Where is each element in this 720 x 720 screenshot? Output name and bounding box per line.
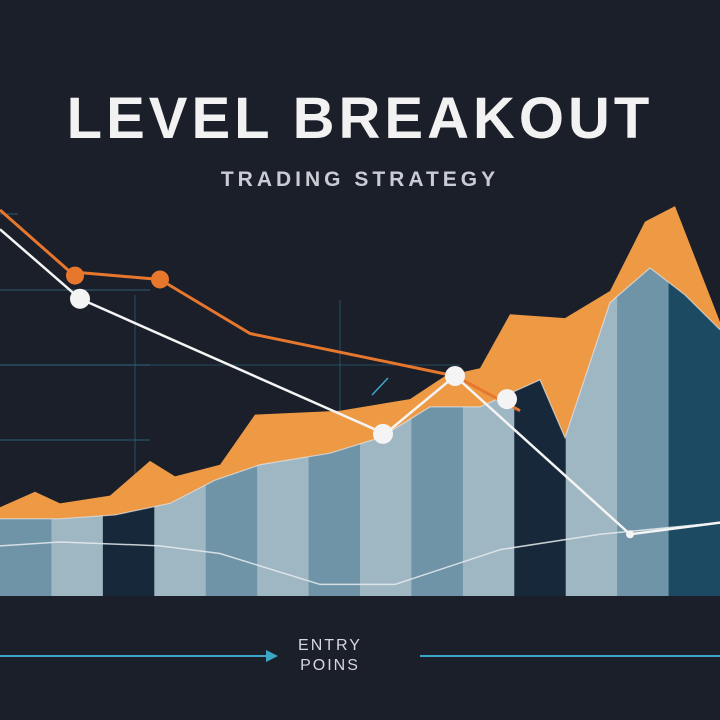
- page-title: LEVEL BREAKOUT: [66, 86, 654, 151]
- steel-band-12: [617, 267, 670, 596]
- steel-band-4: [205, 267, 258, 596]
- steel-band-5: [257, 267, 310, 596]
- area-steel-edge: [0, 267, 720, 520]
- entry-points-caption: ENTRY POINS: [260, 636, 400, 676]
- marker-0: [66, 266, 84, 285]
- caption-line-1: ENTRY: [298, 637, 362, 654]
- area-steel: [0, 267, 720, 596]
- steel-band-0: [0, 267, 52, 596]
- steel-band-1: [51, 267, 104, 596]
- steel-band-13: [668, 267, 720, 596]
- accent-spike: [371, 377, 389, 396]
- entry-arrow-icon: [266, 650, 278, 662]
- marker-4: [445, 365, 465, 386]
- page-subtitle: TRADING STRATEGY: [220, 168, 500, 191]
- line-orange: [0, 208, 521, 413]
- steel-band-2: [102, 267, 155, 596]
- chart-footer-bg: [0, 596, 720, 720]
- marker-3: [373, 423, 393, 444]
- steel-band-7: [360, 267, 412, 596]
- marker-2: [70, 288, 90, 309]
- line-lower: [0, 521, 720, 586]
- marker-5: [497, 389, 517, 410]
- marker-1: [151, 270, 169, 289]
- steel-band-3: [154, 267, 207, 596]
- line-white: [0, 228, 720, 536]
- steel-band-6: [308, 267, 361, 596]
- caption-line-2: POINS: [300, 657, 360, 674]
- marker-6: [626, 530, 634, 539]
